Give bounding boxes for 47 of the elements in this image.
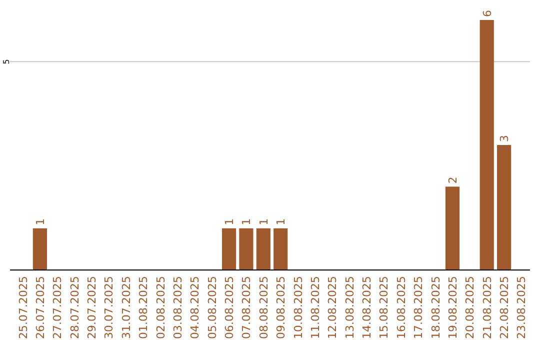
x-tick-label: 04.08.2025: [188, 276, 202, 339]
x-tick-label: 09.08.2025: [274, 276, 288, 339]
x-tick-label: 31.07.2025: [120, 276, 133, 339]
x-tick-label: 19.08.2025: [446, 276, 460, 339]
bar: [222, 228, 236, 270]
x-tick-label: 11.08.2025: [308, 276, 322, 339]
x-tick-label: 28.07.2025: [68, 276, 82, 339]
x-tick-label: 18.08.2025: [429, 276, 442, 339]
x-tick-label: 12.08.2025: [326, 276, 340, 339]
bar: [480, 20, 494, 270]
data-label: 1: [257, 218, 270, 226]
x-tick-label: 15.08.2025: [378, 276, 391, 339]
ref-line-label: 5: [2, 59, 11, 64]
bar: [497, 145, 512, 270]
bar: [239, 228, 254, 270]
x-tick-label: 08.08.2025: [257, 276, 270, 339]
x-tick-label: 07.08.2025: [240, 276, 254, 339]
data-label: 3: [498, 135, 512, 142]
bar: [256, 228, 270, 270]
x-tick-label: 03.08.2025: [171, 276, 184, 339]
data-label: 6: [480, 10, 494, 17]
x-tick-label: 22.08.2025: [498, 276, 512, 339]
data-label: 1: [223, 218, 236, 226]
x-tick-label: 10.08.2025: [292, 276, 305, 339]
data-label: 1: [240, 218, 254, 226]
x-tick-label: 14.08.2025: [360, 276, 374, 339]
x-tick-label: 27.07.2025: [51, 276, 64, 339]
x-tick-label: 30.07.2025: [102, 276, 116, 339]
x-tick-label: 17.08.2025: [412, 276, 426, 339]
bar: [274, 228, 288, 270]
x-tick-label: 06.08.2025: [223, 276, 236, 339]
bar: [32, 228, 47, 270]
x-tick-label: 02.08.2025: [154, 276, 168, 339]
data-label: 1: [274, 218, 288, 226]
x-tick-label: 25.07.2025: [16, 276, 30, 339]
data-label: 2: [446, 176, 460, 184]
x-tick-label: 16.08.2025: [394, 276, 408, 339]
bar: [445, 186, 460, 270]
x-tick-label: 21.08.2025: [480, 276, 494, 339]
data-label: 1: [34, 218, 47, 226]
x-tick-label: 01.08.2025: [137, 276, 150, 339]
x-tick-label: 23.08.2025: [515, 276, 528, 339]
x-tick-label: 20.08.2025: [464, 276, 477, 339]
x-tick-label: 29.07.2025: [86, 276, 99, 339]
x-tick-label: 05.08.2025: [206, 276, 219, 339]
x-tick-label: 13.08.2025: [343, 276, 356, 339]
x-tick-label: 26.07.2025: [34, 276, 47, 339]
